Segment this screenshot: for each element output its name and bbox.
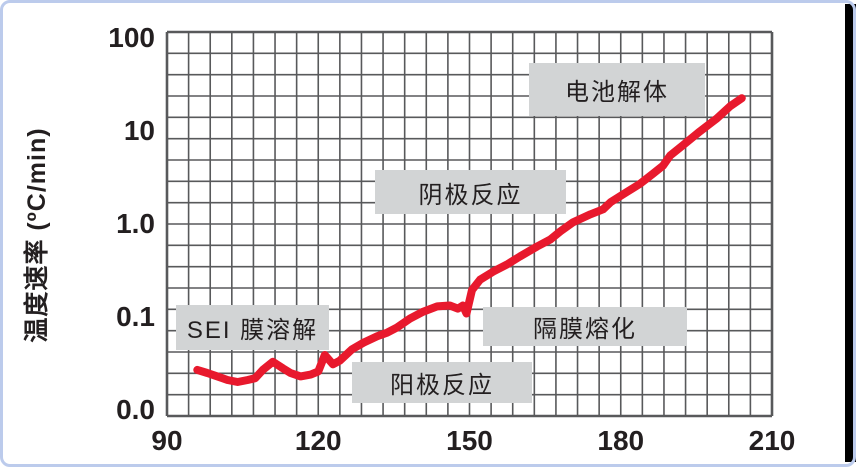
x-tick-label: 180 bbox=[597, 425, 645, 456]
grid-lines bbox=[165, 30, 774, 418]
y-axis-title: 温度速率 (ºC/min) bbox=[23, 127, 51, 343]
x-tick-label: 90 bbox=[151, 425, 183, 456]
y-tick-label: 0.0 bbox=[116, 394, 155, 425]
heat-rate-curve bbox=[193, 94, 746, 386]
y-tick-label: 0.1 bbox=[116, 301, 155, 332]
annotation-anode-reaction: 阳极反应 bbox=[352, 362, 532, 403]
y-tick-label: 1.0 bbox=[116, 208, 155, 239]
annotation-sei-film-dissolution: SEI 膜溶解 bbox=[176, 305, 329, 350]
annotation-cell-breakup: 电池解体 bbox=[529, 63, 705, 116]
x-tick-label: 210 bbox=[748, 425, 796, 456]
y-tick-label: 100 bbox=[108, 22, 155, 53]
annotation-separator-melting: 隔膜熔化 bbox=[483, 307, 687, 346]
x-tick-label: 150 bbox=[446, 425, 493, 456]
x-tick-label: 120 bbox=[294, 425, 342, 456]
page-edge-bar bbox=[845, 4, 856, 462]
annotation-cathode-reaction: 阴极反应 bbox=[375, 170, 566, 214]
y-tick-label: 10 bbox=[123, 115, 155, 146]
